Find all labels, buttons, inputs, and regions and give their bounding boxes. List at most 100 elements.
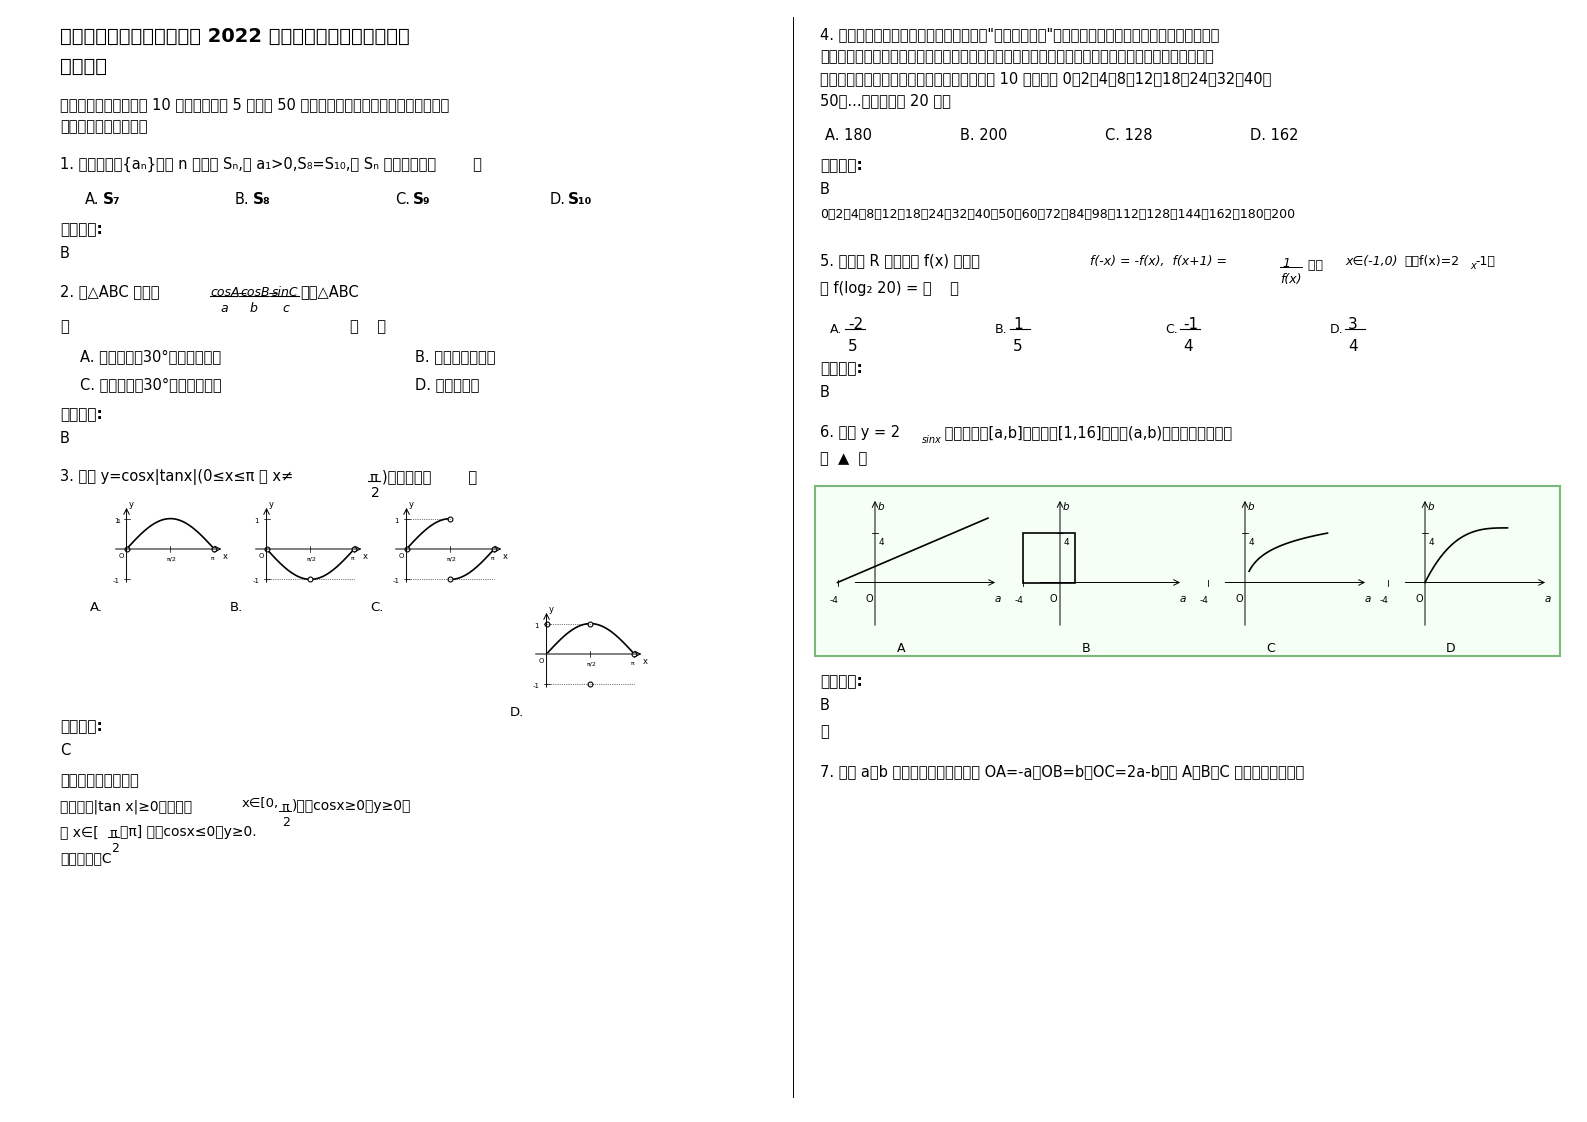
Text: 1: 1 xyxy=(535,623,540,628)
Text: =: = xyxy=(236,289,248,302)
Text: D.: D. xyxy=(551,192,567,206)
Text: O: O xyxy=(865,594,873,604)
Text: 1: 1 xyxy=(114,517,119,524)
Text: 2. 在△ABC 中，若: 2. 在△ABC 中，若 xyxy=(60,284,160,298)
Text: O: O xyxy=(1235,594,1243,604)
Text: -4: -4 xyxy=(1200,596,1208,605)
Text: -1: -1 xyxy=(252,579,260,585)
Text: b: b xyxy=(1063,502,1070,512)
Text: 中隐藏着的世界数学史上第一道数列题．其前 10 项依次是 0，2，4，8，12，18，24，32，40，: 中隐藏着的世界数学史上第一道数列题．其前 10 项依次是 0，2，4，8，12，… xyxy=(820,71,1271,86)
Text: sinx: sinx xyxy=(922,435,941,445)
Text: π: π xyxy=(211,557,216,561)
Text: 的定义域为[a,b]，值域为[1,16]，则点(a,b)表示的图形可以是: 的定义域为[a,b]，值域为[1,16]，则点(a,b)表示的图形可以是 xyxy=(940,425,1232,440)
Text: ，则△ABC: ，则△ABC xyxy=(300,284,359,298)
Text: 0，2，4，8，12，18，24，32，40，50，60，72，84，98，112，128，144，162，180，200: 0，2，4，8，12，18，24，32，40，50，60，72，84，98，11… xyxy=(820,208,1295,221)
Text: B: B xyxy=(60,431,70,447)
Text: y: y xyxy=(408,500,414,509)
Text: 6. 函数 y = 2: 6. 函数 y = 2 xyxy=(820,425,900,440)
Text: -1: -1 xyxy=(392,579,400,585)
Text: -2: -2 xyxy=(847,318,863,332)
Text: C.: C. xyxy=(1165,323,1178,335)
Text: b: b xyxy=(1428,502,1435,512)
Text: S₉: S₉ xyxy=(413,192,430,206)
Text: 是一个符合题目要求的: 是一个符合题目要求的 xyxy=(60,119,148,134)
Text: -1: -1 xyxy=(533,683,540,689)
Text: O: O xyxy=(119,553,124,559)
Text: f(-x) = -f(x),  f(x+1) =: f(-x) = -f(x), f(x+1) = xyxy=(1090,255,1227,268)
Text: 参考答案:: 参考答案: xyxy=(820,361,863,376)
Text: π: π xyxy=(110,827,117,840)
Text: π: π xyxy=(632,661,635,666)
Text: x: x xyxy=(222,552,227,561)
Text: 4: 4 xyxy=(879,539,884,548)
Text: D.: D. xyxy=(509,706,524,719)
Text: =: = xyxy=(268,289,279,302)
Text: 参考答案:: 参考答案: xyxy=(60,719,103,734)
Text: cosB: cosB xyxy=(240,286,270,298)
Text: 5. 定义在 R 上的函数 f(x) 满足：: 5. 定义在 R 上的函数 f(x) 满足： xyxy=(820,252,979,268)
FancyBboxPatch shape xyxy=(816,486,1560,656)
Text: b: b xyxy=(251,302,257,315)
Text: -4: -4 xyxy=(1379,596,1389,605)
Text: 时，f(x)=2: 时，f(x)=2 xyxy=(1404,255,1458,268)
Text: A.: A. xyxy=(90,601,103,614)
Text: D.: D. xyxy=(1330,323,1344,335)
Text: -4: -4 xyxy=(830,596,838,605)
Text: D. 等边三角形: D. 等边三角形 xyxy=(414,377,479,392)
Text: A. 有一内角为30°的直角三角形: A. 有一内角为30°的直角三角形 xyxy=(79,349,221,364)
Text: B: B xyxy=(1082,642,1090,655)
Text: π: π xyxy=(351,557,355,561)
Text: a: a xyxy=(221,302,227,315)
Text: 4: 4 xyxy=(1347,339,1357,355)
Text: 4: 4 xyxy=(1428,539,1435,548)
Text: π: π xyxy=(492,557,495,561)
Text: B. 200: B. 200 xyxy=(960,128,1008,142)
Text: 5: 5 xyxy=(1013,339,1022,355)
Text: 是: 是 xyxy=(60,319,68,334)
Text: y: y xyxy=(129,500,133,509)
Text: 极衍生原理，数列中的每一项，都代表太极衍生过程中，曾经经历过的两仪数量总和，是中华传统文化: 极衍生原理，数列中的每一项，都代表太极衍生过程中，曾经经历过的两仪数量总和，是中… xyxy=(820,49,1214,64)
Text: 略: 略 xyxy=(820,724,828,739)
Text: D: D xyxy=(1446,642,1455,655)
Text: A: A xyxy=(897,642,905,655)
Text: 解：因为|tan x|≥0，所以当: 解：因为|tan x|≥0，所以当 xyxy=(60,799,192,813)
Text: -1: -1 xyxy=(113,579,119,585)
Text: 4: 4 xyxy=(1182,339,1192,355)
Text: ，π] 时，cosx≤0，y≥0.: ，π] 时，cosx≤0，y≥0. xyxy=(121,825,257,839)
Text: x: x xyxy=(503,552,508,561)
Text: -4: -4 xyxy=(1014,596,1024,605)
Text: ，当: ，当 xyxy=(1305,259,1324,272)
Text: 4. 大衍数列，来源于《乾坤谱》中对易传"大衍之数五十"的推论，主要用于解释中国传统文化中的太: 4. 大衍数列，来源于《乾坤谱》中对易传"大衍之数五十"的推论，主要用于解释中国… xyxy=(820,27,1219,42)
Text: 当 x∈[: 当 x∈[ xyxy=(60,825,98,839)
Text: sinC: sinC xyxy=(271,286,298,298)
Text: 1. 设等差数列{aₙ}的前 n 项和为 Sₙ,若 a₁>0,S₈=S₁₀,则 Sₙ 中最大的是（        ）: 1. 设等差数列{aₙ}的前 n 项和为 Sₙ,若 a₁>0,S₈=S₁₀,则 … xyxy=(60,157,482,172)
Text: D. 162: D. 162 xyxy=(1251,128,1298,142)
Text: 4: 4 xyxy=(1249,539,1255,548)
Text: 5: 5 xyxy=(847,339,857,355)
Text: a: a xyxy=(1181,594,1187,604)
Text: )的图象为（        ）: )的图象为（ ） xyxy=(382,469,478,484)
Text: C. 有一内角为30°的等腰三角形: C. 有一内角为30°的等腰三角形 xyxy=(79,377,222,392)
Text: x∈(-1,0): x∈(-1,0) xyxy=(1346,255,1398,268)
Text: a: a xyxy=(1546,594,1552,604)
Text: π/2: π/2 xyxy=(167,557,176,561)
Text: 3. 函数 y=cosx|tanx|(0≤x≤π 且 x≠: 3. 函数 y=cosx|tanx|(0≤x≤π 且 x≠ xyxy=(60,469,294,485)
Text: S₇: S₇ xyxy=(103,192,121,206)
Text: B.: B. xyxy=(995,323,1008,335)
Text: 【知识点】函数图象: 【知识点】函数图象 xyxy=(60,773,138,788)
Text: O: O xyxy=(259,553,263,559)
Text: S₈: S₈ xyxy=(252,192,271,206)
Text: 参考答案:: 参考答案: xyxy=(820,158,863,173)
Text: 参考答案:: 参考答案: xyxy=(820,674,863,689)
Text: C: C xyxy=(1266,642,1276,655)
Text: A.: A. xyxy=(86,192,100,206)
Text: b: b xyxy=(878,502,884,512)
Text: B: B xyxy=(820,698,830,712)
Text: 参考答案:: 参考答案: xyxy=(60,222,103,237)
Text: 1: 1 xyxy=(116,518,121,524)
Text: B.: B. xyxy=(235,192,249,206)
Text: 1: 1 xyxy=(1282,257,1290,270)
Text: B.: B. xyxy=(230,601,243,614)
Text: 2: 2 xyxy=(111,842,119,855)
Text: 1: 1 xyxy=(395,517,398,524)
